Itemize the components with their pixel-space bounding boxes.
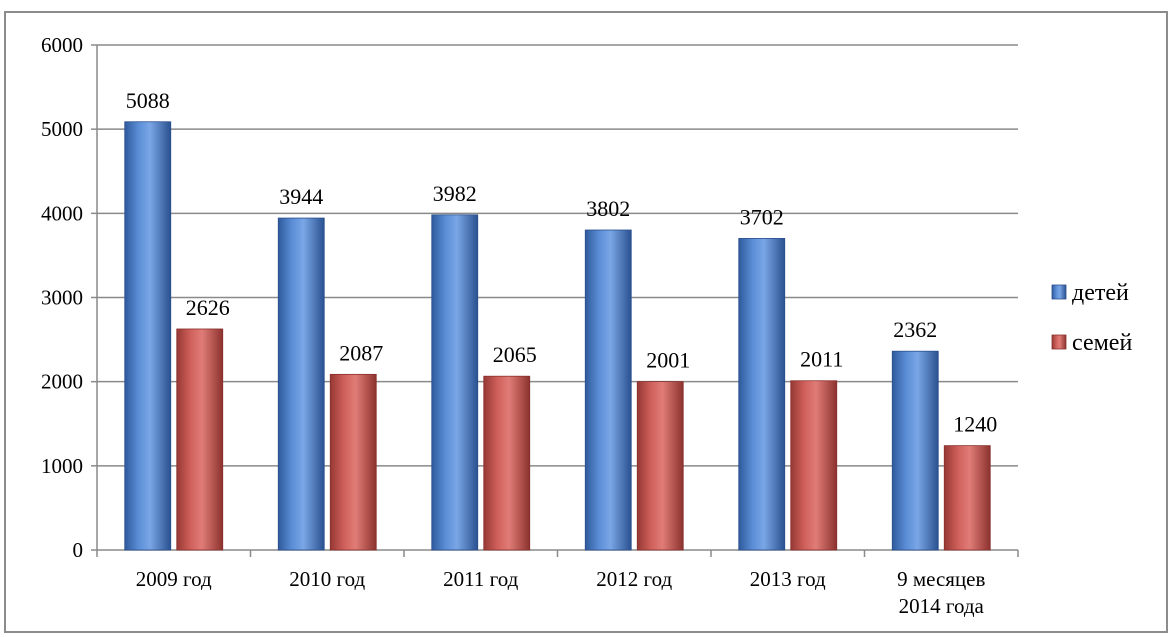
bar-семей-3 [636,381,684,551]
bar-семей-0 [176,328,224,551]
data-label: 3702 [740,204,784,229]
y-tick-label: 6000 [41,33,83,57]
bar-детей-1 [277,217,325,551]
legend-label: детей [1072,280,1129,306]
bar-семей-1 [329,373,377,551]
x-tick-label: 2011 год [443,567,518,591]
data-label: 2362 [893,317,937,342]
x-tick-label: 9 месяцев 2014 года [897,567,985,618]
data-label: 2626 [186,295,230,320]
x-tick-label: 2009 год [136,567,212,591]
data-label: 2065 [493,342,537,367]
legend-swatch-семей [1051,334,1067,350]
legend-swatch-детей [1051,284,1067,300]
bars [124,121,991,551]
data-label: 1240 [953,412,997,437]
gridlines [97,44,1018,467]
y-tick-label: 2000 [41,370,83,394]
bar-детей-5 [891,350,939,551]
y-tick-label: 1000 [41,454,83,478]
y-tick-label: 0 [73,538,84,562]
axes: 0 1000 2000 3000 4000 5000 6000 2009 год 2010 го… [41,33,1019,618]
bar-семей-4 [790,380,838,551]
y-tick-label: 4000 [41,201,83,225]
bar-детей-4 [738,238,786,551]
bar-детей-3 [584,229,632,551]
y-tick-label: 3000 [41,286,83,310]
bar-детей-2 [431,214,479,551]
bar-семей-2 [483,375,531,551]
data-label: 3982 [433,181,477,206]
x-tick-label: 2012 год [596,567,672,591]
x-tick-label: 2010 год [289,567,365,591]
bar-детей-0 [124,121,172,551]
x-tick-label: 2013 год [750,567,826,591]
data-label: 3944 [279,184,323,209]
data-labels: 5088 2626 3944 2087 3982 2065 3802 2001 3702 2011… [126,88,998,437]
data-label: 2087 [339,340,383,365]
legend-label: семей [1072,330,1132,356]
bar-семей-5 [943,445,991,551]
data-label: 5088 [126,88,170,113]
data-label: 2011 [800,347,843,372]
legend: детей семей [1051,280,1132,356]
data-label: 3802 [586,196,630,221]
data-label: 2001 [646,348,690,373]
y-tick-label: 5000 [41,117,83,141]
